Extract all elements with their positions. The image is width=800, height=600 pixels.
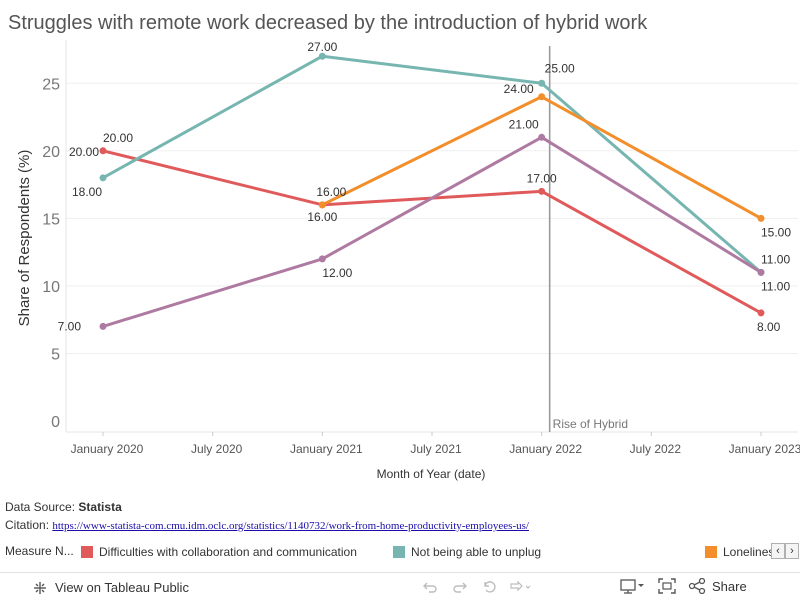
legend-item-loneliness[interactable]: Loneliness [705, 543, 775, 561]
series-lines [101, 54, 763, 328]
grid [66, 82, 798, 354]
citation: Citation: https://www-statista-com.cmu.i… [5, 518, 529, 532]
x-tick-label: July 2021 [410, 442, 462, 456]
x-tick-label: July 2022 [630, 442, 682, 456]
data-label: 21.00 [509, 117, 539, 131]
y-tick-label: 5 [51, 346, 60, 363]
x-tick-label: January 2022 [509, 442, 582, 456]
citation-label: Citation: [5, 518, 50, 532]
legend-label: Difficulties with collaboration and comm… [99, 545, 357, 559]
data-label: 15.00 [761, 225, 791, 239]
series-line [101, 135, 763, 328]
data-label: 8.00 [757, 320, 781, 334]
data-point [757, 268, 765, 276]
data-label: 16.00 [307, 210, 337, 224]
data-label: 18.00 [72, 185, 102, 199]
y-axis-title: Share of Respondents (%) [16, 150, 33, 327]
data-point [318, 52, 326, 60]
data-labels: 20.00 16.00 17.00 8.00 18.00 27.00 25.00 11.00 1… [58, 40, 792, 334]
share-icon [688, 578, 706, 594]
data-point [99, 322, 107, 330]
y-tick-label: 20 [42, 144, 60, 161]
x-axis-title: Month of Year (date) [377, 467, 486, 481]
data-source-value: Statista [78, 500, 122, 514]
data-point [757, 309, 765, 317]
legend-label: Loneliness [723, 545, 775, 559]
view-on-tableau-label: View on Tableau Public [55, 580, 189, 595]
y-tick-label: 25 [42, 76, 60, 93]
legend: Measure N... Difficulties with collabora… [5, 543, 800, 561]
legend-label: Not being able to unplug [411, 545, 542, 559]
legend-swatch [81, 546, 93, 558]
legend-next-button[interactable]: › [785, 543, 799, 559]
data-label: 12.00 [322, 266, 352, 280]
y-tick-label: 15 [42, 211, 60, 228]
data-point [538, 79, 546, 87]
series-line [101, 54, 763, 274]
fullscreen-button[interactable] [658, 578, 676, 594]
download-button[interactable] [620, 578, 646, 594]
share-button[interactable]: Share [688, 578, 747, 594]
data-label: 11.00 [761, 279, 790, 293]
legend-prev-button[interactable]: ‹ [771, 543, 785, 559]
revert-icon[interactable] [478, 578, 502, 596]
data-point [538, 133, 546, 141]
data-point [538, 187, 546, 195]
toolbar-actions: Share [620, 578, 759, 594]
data-label: 11.00 [761, 252, 790, 266]
reference-line-label: Rise of Hybrid [553, 417, 628, 431]
legend-item-unplug[interactable]: Not being able to unplug [393, 543, 541, 561]
axes: 0 5 10 15 20 25 January 2020 July 2020 January 2… [16, 40, 800, 481]
legend-swatch [705, 546, 717, 558]
legend-swatch [393, 546, 405, 558]
chart-title: Struggles with remote work decreased by … [8, 12, 648, 34]
data-label: 20.00 [69, 145, 99, 159]
data-label: 24.00 [504, 82, 534, 96]
legend-title[interactable]: Measure N... [5, 544, 74, 558]
x-tick-label: January 2021 [290, 442, 363, 456]
view-on-tableau-public[interactable]: View on Tableau Public [33, 580, 189, 595]
data-label: 27.00 [307, 40, 337, 54]
legend-clip: Loneliness [705, 543, 775, 561]
forward-icon[interactable] [508, 578, 532, 596]
data-label: 17.00 [527, 171, 557, 185]
download-icon [620, 579, 644, 594]
reference-line-group: Rise of Hybrid [548, 46, 628, 432]
y-tick-label: 0 [51, 414, 60, 431]
data-point [99, 174, 107, 182]
data-point [318, 255, 326, 263]
series-points [99, 52, 765, 330]
data-label: 25.00 [545, 61, 575, 75]
data-point [538, 93, 546, 101]
history-controls [418, 578, 538, 596]
fullscreen-icon [658, 578, 676, 594]
data-label: 7.00 [58, 319, 82, 333]
x-tick-label: January 2020 [71, 442, 144, 456]
share-label: Share [712, 578, 747, 594]
data-label: 16.00 [316, 185, 346, 199]
data-point [99, 147, 107, 155]
data-label: 20.00 [103, 131, 133, 145]
data-point [318, 201, 326, 209]
data-source-label: Data Source: [5, 500, 76, 514]
data-point [757, 214, 765, 222]
legend-nav: ‹ › [771, 543, 799, 559]
legend-item-collaboration[interactable]: Difficulties with collaboration and comm… [81, 543, 357, 561]
redo-icon[interactable] [448, 578, 472, 596]
x-tick-label: January 2023 [729, 442, 800, 456]
series-line [101, 149, 763, 315]
citation-link[interactable]: https://www-statista-com.cmu.idm.oclc.or… [52, 520, 529, 532]
undo-icon[interactable] [418, 578, 442, 596]
line-chart: 0 5 10 15 20 25 January 2020 July 2020 January 2… [16, 40, 800, 481]
tableau-logo-icon [34, 581, 46, 594]
toolbar: View on Tableau Public Share [0, 572, 800, 600]
data-source: Data Source: Statista [5, 500, 122, 514]
y-tick-label: 10 [42, 279, 60, 296]
x-tick-label: July 2020 [191, 442, 243, 456]
